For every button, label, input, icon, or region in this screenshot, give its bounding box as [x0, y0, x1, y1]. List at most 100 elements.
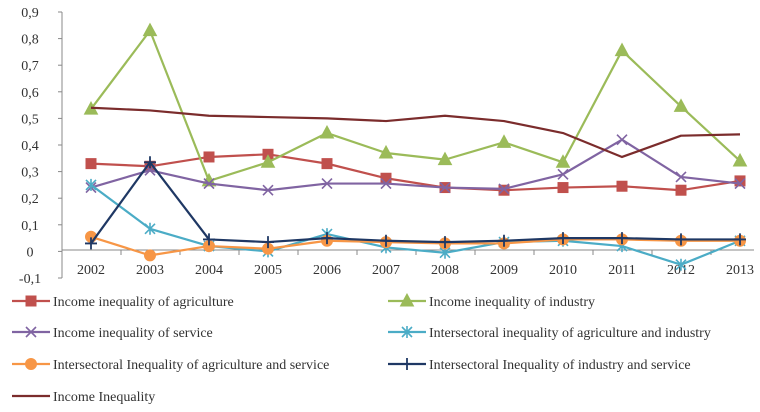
- data-point: [262, 184, 274, 196]
- data-point: [675, 258, 687, 271]
- legend-marker: [25, 295, 37, 307]
- series-5: [85, 230, 746, 262]
- data-point: [85, 158, 97, 170]
- y-tick-label: 0,5: [21, 112, 39, 127]
- data-point: [321, 178, 333, 190]
- data-point: [555, 154, 571, 168]
- legend-marker: [401, 358, 413, 370]
- x-tick-label: 2009: [490, 263, 518, 278]
- legend-label: Intersectoral inequality of agriculture …: [429, 326, 711, 341]
- data-point: [557, 168, 569, 180]
- legend-marker: [399, 292, 415, 307]
- legend-item: Income inequality of industry: [388, 292, 595, 310]
- legend-label: Income inequality of agriculture: [53, 295, 234, 310]
- data-point: [85, 178, 97, 191]
- data-point: [557, 182, 569, 194]
- data-point: [203, 233, 215, 246]
- legend-item: Income Inequality: [12, 390, 155, 405]
- data-point: [142, 22, 158, 37]
- y-tick-label: 0,6: [21, 86, 39, 101]
- y-tick-label: 0,9: [21, 6, 39, 21]
- y-tick-label: 0,1: [21, 219, 39, 234]
- data-point: [734, 175, 746, 187]
- series-6: [85, 156, 746, 250]
- legend-marker: [25, 326, 37, 338]
- x-tick-label: 2006: [313, 263, 341, 278]
- data-point: [675, 184, 687, 196]
- data-point: [734, 178, 746, 190]
- legend-item: Intersectoral Inequality of industry and…: [388, 358, 691, 373]
- data-point: [319, 124, 335, 139]
- data-point: [557, 232, 569, 245]
- legend-label: Intersectoral Inequality of industry and…: [429, 358, 691, 373]
- data-point: [496, 134, 512, 148]
- legend: Income inequality of agriculture Income i…: [12, 292, 711, 405]
- legend-label: Income inequality of industry: [429, 295, 595, 310]
- x-tick-label: 2008: [431, 263, 459, 278]
- legend-item: Intersectoral inequality of agriculture …: [388, 326, 711, 341]
- x-tick-label: 2011: [608, 263, 635, 278]
- y-tick-label: 0,3: [21, 166, 39, 181]
- series-line: [90, 106, 741, 159]
- data-point: [673, 98, 689, 112]
- data-point: [203, 178, 215, 190]
- legend-marker: [25, 358, 37, 370]
- data-point: [732, 152, 748, 167]
- y-tick-label: 0: [27, 245, 34, 260]
- data-point: [260, 154, 276, 168]
- y-tick-label: 0,4: [21, 139, 39, 154]
- x-tick-label: 2013: [726, 263, 754, 278]
- data-point: [380, 172, 392, 184]
- legend-item: Income inequality of agriculture: [12, 295, 234, 310]
- x-tick-label: 2004: [195, 263, 223, 278]
- legend-label: Intersectoral Inequality of agriculture …: [53, 358, 329, 373]
- data-point: [380, 234, 392, 247]
- legend-item: Intersectoral Inequality of agriculture …: [12, 358, 329, 373]
- series-line: [90, 161, 740, 245]
- data-point: [144, 156, 156, 169]
- series-7: [90, 106, 741, 159]
- data-point: [380, 178, 392, 190]
- data-point: [144, 222, 156, 235]
- data-point: [378, 144, 394, 159]
- data-point: [144, 249, 156, 262]
- data-point: [734, 233, 746, 246]
- data-point: [616, 134, 628, 146]
- y-tick-label: 0,2: [21, 192, 39, 207]
- data-point: [203, 151, 215, 163]
- data-point: [616, 180, 628, 192]
- series-3: [85, 134, 746, 196]
- x-tick-label: 2007: [372, 263, 400, 278]
- data-point: [675, 171, 687, 183]
- data-point: [437, 151, 453, 166]
- data-point: [498, 183, 510, 195]
- series-line: [90, 138, 741, 192]
- x-tick-label: 2003: [136, 263, 164, 278]
- x-axis: 2002 2003 2004 2005 2006 2007 2008 2009 2010 2011…: [61, 249, 754, 278]
- plot-area: [83, 22, 748, 271]
- data-point: [321, 158, 333, 170]
- x-tick-label: 2005: [254, 263, 282, 278]
- legend-label: Income Inequality: [53, 390, 155, 405]
- data-point: [262, 236, 274, 249]
- data-point: [321, 232, 333, 245]
- data-point: [614, 42, 630, 57]
- data-point: [616, 232, 628, 245]
- x-tick-label: 2002: [77, 263, 105, 278]
- legend-marker: [401, 326, 413, 338]
- legend-item: Income inequality of service: [12, 326, 213, 341]
- y-tick-label: -0,1: [19, 272, 41, 287]
- x-tick-label: 2010: [549, 263, 577, 278]
- data-point: [439, 236, 451, 249]
- data-point: [498, 184, 510, 196]
- series-line: [90, 29, 741, 183]
- series-line: [90, 235, 740, 257]
- data-point: [85, 237, 97, 250]
- legend-label: Income inequality of service: [53, 326, 213, 341]
- series-4: [85, 178, 746, 271]
- data-point: [498, 234, 510, 247]
- series-line: [90, 184, 741, 266]
- data-point: [439, 181, 451, 194]
- data-point: [675, 233, 687, 246]
